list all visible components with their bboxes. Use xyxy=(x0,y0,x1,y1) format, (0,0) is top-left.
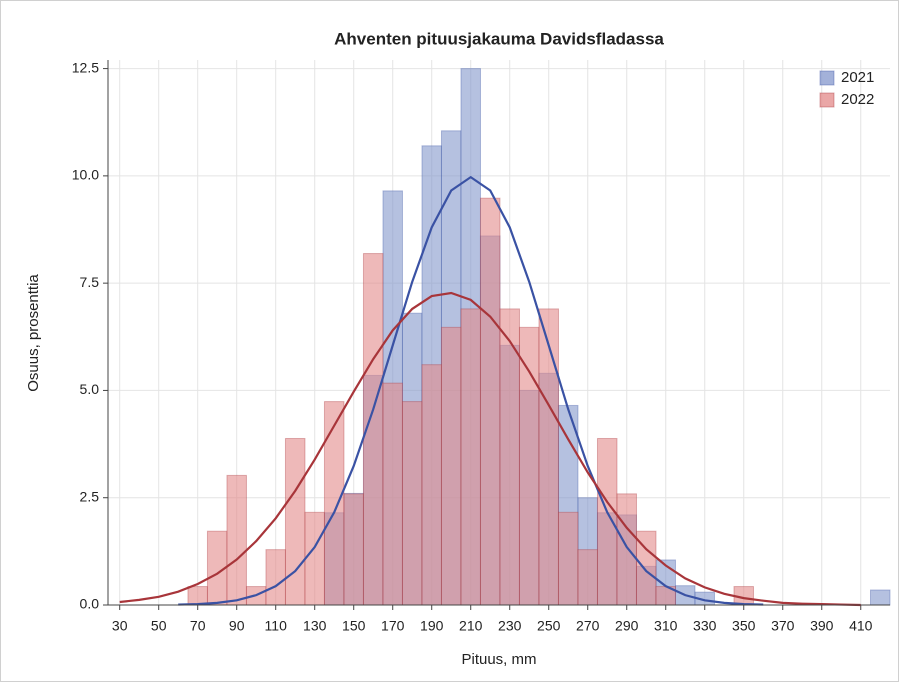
bar xyxy=(382,382,403,606)
chart-title: Ahventen pituusjakauma Davidsfladassa xyxy=(334,29,664,48)
bar xyxy=(869,589,891,606)
y-tick-label: 2.5 xyxy=(80,488,100,504)
x-tick-label: 310 xyxy=(654,618,678,634)
bar xyxy=(538,308,559,606)
x-tick-label: 210 xyxy=(459,618,483,634)
bar xyxy=(577,549,598,606)
y-tick-label: 5.0 xyxy=(80,381,100,397)
bar xyxy=(401,401,423,606)
bar xyxy=(226,474,247,606)
x-tick-label: 370 xyxy=(771,618,795,634)
bar xyxy=(596,437,618,606)
fit-curve xyxy=(119,291,861,607)
x-tick-label: 110 xyxy=(265,618,288,634)
bar xyxy=(265,549,286,606)
x-tick-label: 70 xyxy=(190,618,206,634)
x-tick-label: 250 xyxy=(537,618,561,634)
bar xyxy=(284,437,306,606)
bar xyxy=(323,401,345,606)
fit-curve xyxy=(178,175,764,606)
x-tick-label: 50 xyxy=(151,618,167,634)
y-tick-label: 12.5 xyxy=(72,59,99,75)
x-tick-label: 150 xyxy=(342,618,366,634)
x-tick-label: 390 xyxy=(810,618,834,634)
bar xyxy=(421,364,442,606)
bar xyxy=(518,326,540,606)
bar xyxy=(460,308,481,606)
bar xyxy=(304,511,325,606)
x-tick-label: 130 xyxy=(303,618,327,634)
x-tick-label: 290 xyxy=(615,618,639,634)
y-tick-label: 10.0 xyxy=(72,167,99,183)
x-tick-label: 30 xyxy=(112,618,128,634)
legend-label: 2022 xyxy=(841,91,874,108)
bar xyxy=(343,493,364,606)
x-tick-label: 350 xyxy=(732,618,756,634)
y-axis-label: Osuus, prosenttia xyxy=(25,274,42,392)
bar xyxy=(557,511,579,606)
legend-label: 2021 xyxy=(841,69,874,86)
x-tick-label: 230 xyxy=(498,618,522,634)
x-tick-label: 190 xyxy=(420,618,444,634)
x-tick-label: 330 xyxy=(693,618,717,634)
y-tick-label: 7.5 xyxy=(80,274,100,290)
x-tick-label: 170 xyxy=(381,618,405,634)
x-axis-label: Pituus, mm xyxy=(461,651,536,668)
x-tick-label: 90 xyxy=(229,618,245,634)
legend-swatch xyxy=(819,92,835,108)
bar xyxy=(616,493,637,606)
y-tick-label: 0.0 xyxy=(80,596,100,612)
bar xyxy=(440,326,462,606)
bar xyxy=(479,197,501,606)
legend-swatch xyxy=(819,70,835,86)
bar xyxy=(187,586,208,606)
x-tick-label: 410 xyxy=(849,618,873,634)
x-tick-label: 270 xyxy=(576,618,600,634)
